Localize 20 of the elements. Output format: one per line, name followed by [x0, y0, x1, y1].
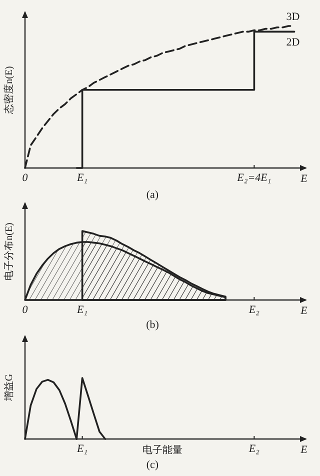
x-tick-label: E₂: [248, 304, 260, 316]
series-label: 3D: [286, 11, 300, 23]
x-tick-label: E₂: [248, 443, 260, 455]
x-axis-title: E: [300, 173, 308, 185]
x-tick-label: E₁: [76, 304, 88, 316]
text: E: [300, 444, 308, 456]
text: (c): [146, 459, 159, 471]
text: (a): [146, 189, 159, 201]
x-tick-label: E₂=4E₁: [236, 172, 272, 184]
x-tick-label: E₁: [76, 172, 88, 184]
y-axis-title: 电子分布n(E): [3, 222, 15, 280]
series-label: 2D: [286, 36, 300, 49]
x-axis-title: 电子能量: [142, 444, 182, 456]
y-axis-title: 增益G: [3, 374, 15, 402]
x-axis-title: E: [300, 305, 308, 317]
x-tick-label: 0: [22, 304, 28, 316]
y-axis-title: 态密度n(E): [3, 66, 15, 115]
x-tick-label: 0: [22, 172, 28, 184]
x-tick-label: E₁: [76, 443, 88, 455]
text: (b): [146, 319, 160, 331]
